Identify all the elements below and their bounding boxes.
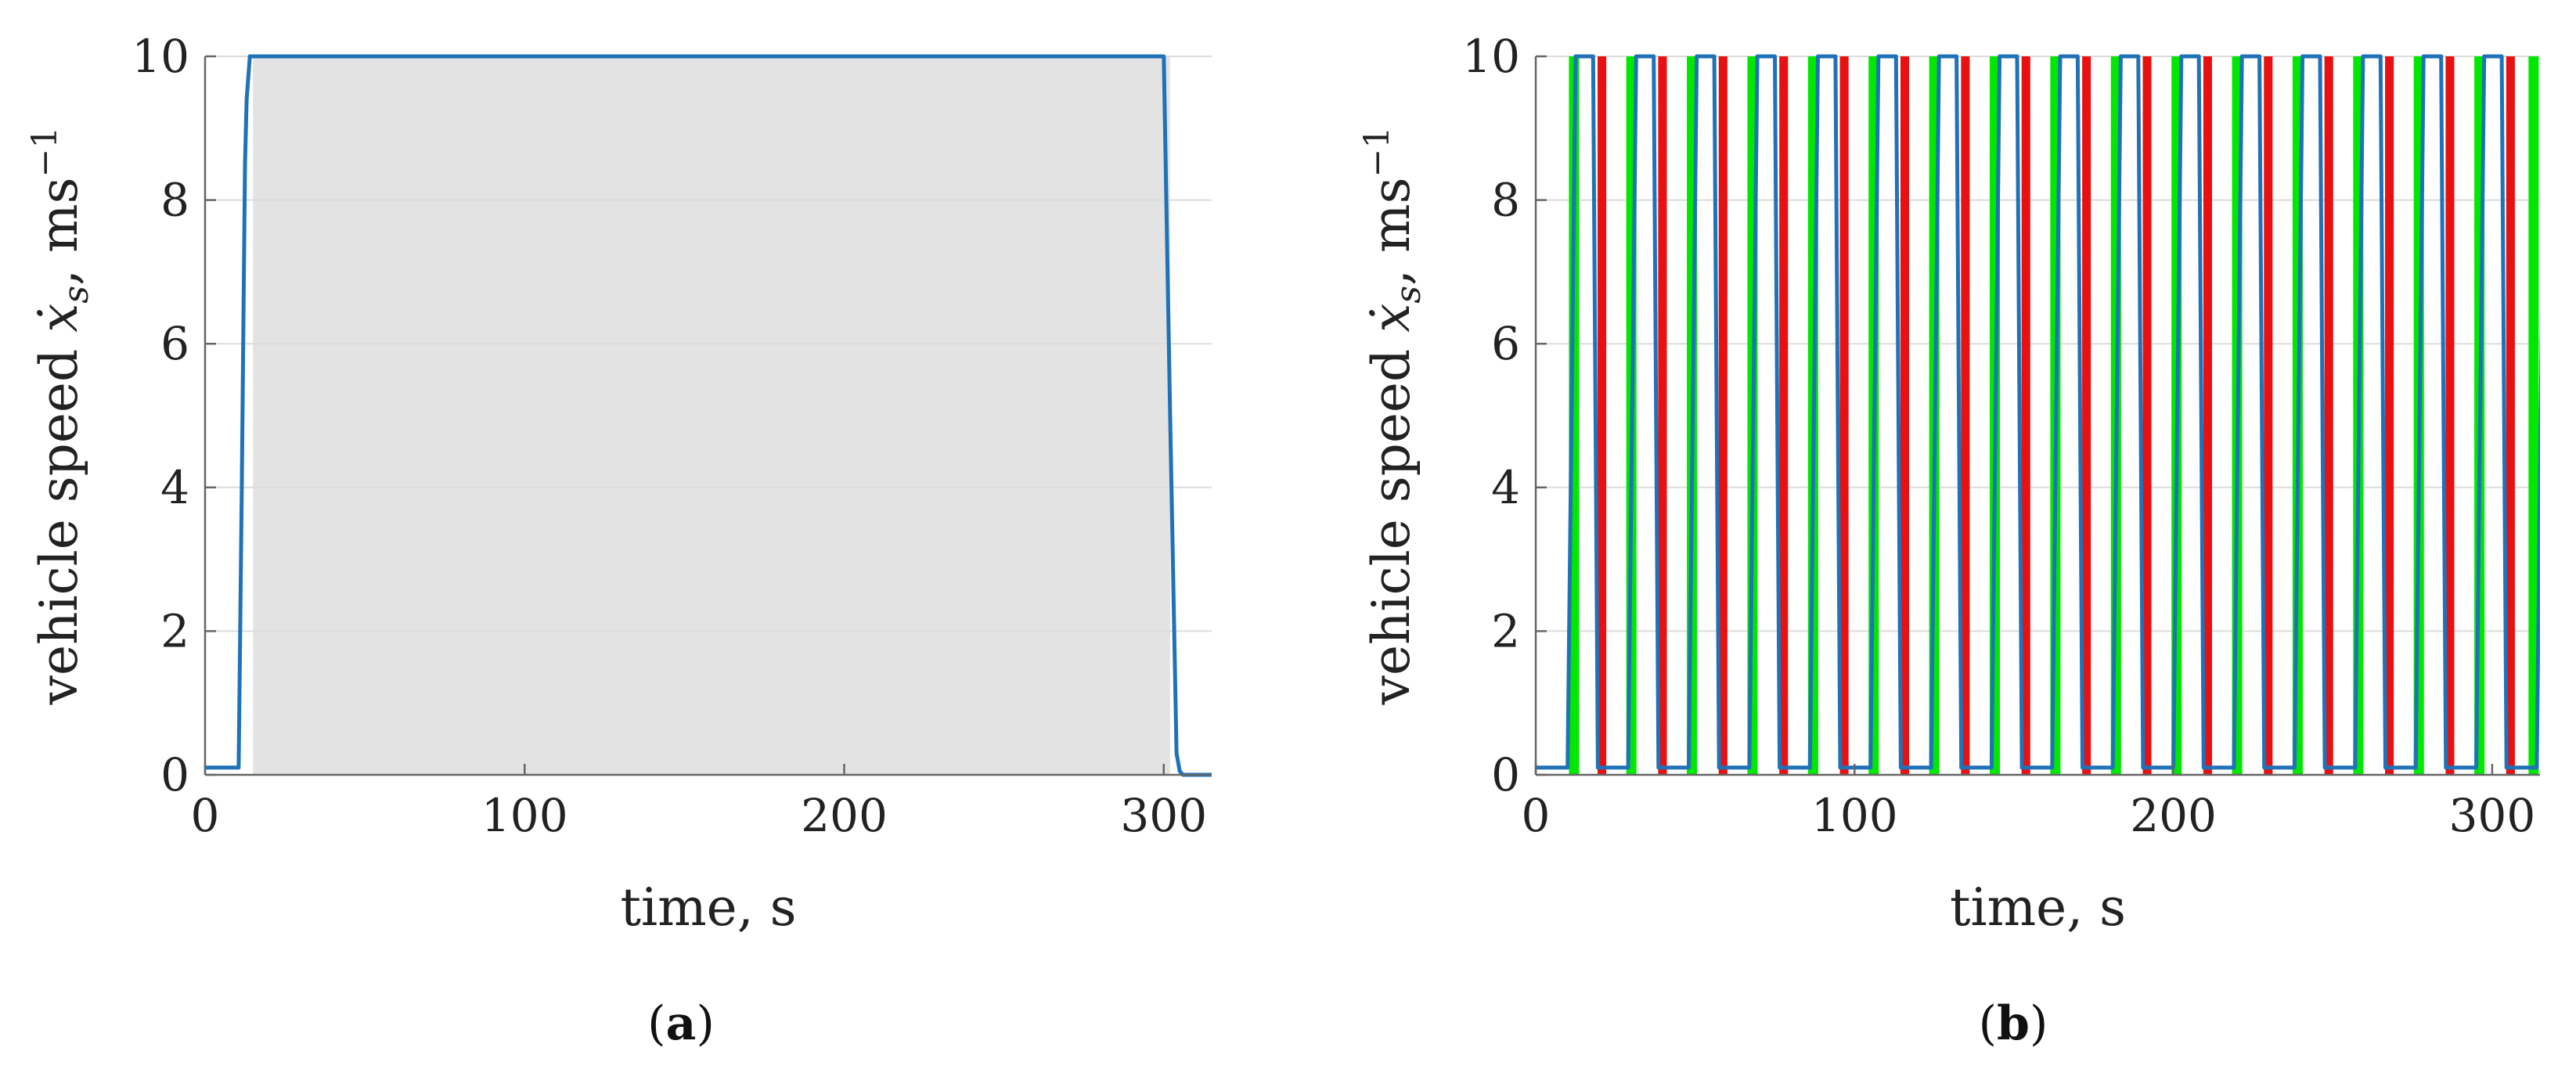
panel-label-open: ( [1979,996,1997,1051]
red-signal-bar [2203,56,2212,775]
y-tick-label: 2 [160,604,189,657]
red-signal-bar [2445,56,2455,775]
y-tick-label: 10 [1462,30,1520,83]
y-label-exponent: −1 [25,127,65,178]
y-label-unit: , ms [29,178,89,286]
red-signal-bar [1839,56,1849,775]
y-label-main: vehicle speed [1361,349,1421,706]
y-tick-label: 0 [1491,748,1520,801]
y-label-symbol: ẋ [29,304,89,333]
panel-label-close: ) [696,996,714,1051]
y-label-subscript: s [56,286,96,304]
red-signal-bar [1718,56,1728,775]
panel-label: (a) [647,996,715,1051]
y-axis-label: vehicle speed ẋs, ms−1 [25,127,96,706]
y-tick-label: 2 [1491,604,1520,657]
y-tick-label: 0 [160,748,189,801]
red-signal-bar [1598,56,1607,775]
x-tick-label: 0 [191,789,220,842]
y-tick-label: 6 [160,317,189,370]
x-tick-label: 300 [1120,789,1207,842]
y-label-main: vehicle speed [29,349,89,706]
red-signal-bar [1779,56,1789,775]
y-axis-label-text: vehicle speed ẋs, ms−1 [1357,127,1429,706]
y-axis-label: vehicle speed ẋs, ms−1 [1357,127,1429,706]
plot-area [1536,54,2540,776]
panel-label-letter: b [1997,996,2030,1051]
y-tick-label: 4 [160,461,189,514]
x-tick-label: 200 [801,789,888,842]
panel-label-close: ) [2030,996,2048,1051]
x-tick-label: 300 [2449,789,2536,842]
red-signal-bar [1961,56,1970,775]
red-signal-bar [2082,56,2091,775]
speed-series-line [1536,54,2540,770]
panel-label: (b) [1979,996,2048,1051]
red-signal-bar [1658,56,1667,775]
x-axis-label: time, s [1950,877,2126,938]
red-signal-bar [2021,56,2030,775]
red-signal-bar [2142,56,2152,775]
y-tick-label: 8 [160,174,189,227]
x-tick-label: 0 [1522,789,1551,842]
y-label-subscript: s [1389,286,1429,304]
y-axis-label-text: vehicle speed ẋs, ms−1 [25,127,96,706]
shaded-region [253,56,1170,775]
y-label-space [29,333,89,349]
red-signal-bar [2264,56,2273,775]
y-label-unit: , ms [1361,178,1421,286]
green-signal-bar [2528,56,2539,775]
panel-label-open: ( [647,996,665,1051]
x-tick-label: 100 [1811,789,1898,842]
y-tick-label: 6 [1491,317,1520,370]
x-tick-label: 100 [481,789,568,842]
red-signal-bar [2324,56,2333,775]
y-label-symbol: ẋ [1361,304,1421,333]
red-signal-bar [2506,56,2515,775]
y-tick-label: 4 [1491,461,1520,514]
y-tick-label: 8 [1491,174,1520,227]
plot-area [205,54,1212,777]
red-signal-bar [1900,56,1910,775]
x-tick-label: 200 [2130,789,2217,842]
y-label-space [1361,333,1421,349]
red-signal-bar [2385,56,2394,775]
y-label-exponent: −1 [1357,127,1397,178]
speed-series-line [205,54,1212,777]
panel-label-letter: a [666,996,697,1051]
x-axis-label: time, s [620,877,796,938]
y-tick-label: 10 [132,30,189,83]
